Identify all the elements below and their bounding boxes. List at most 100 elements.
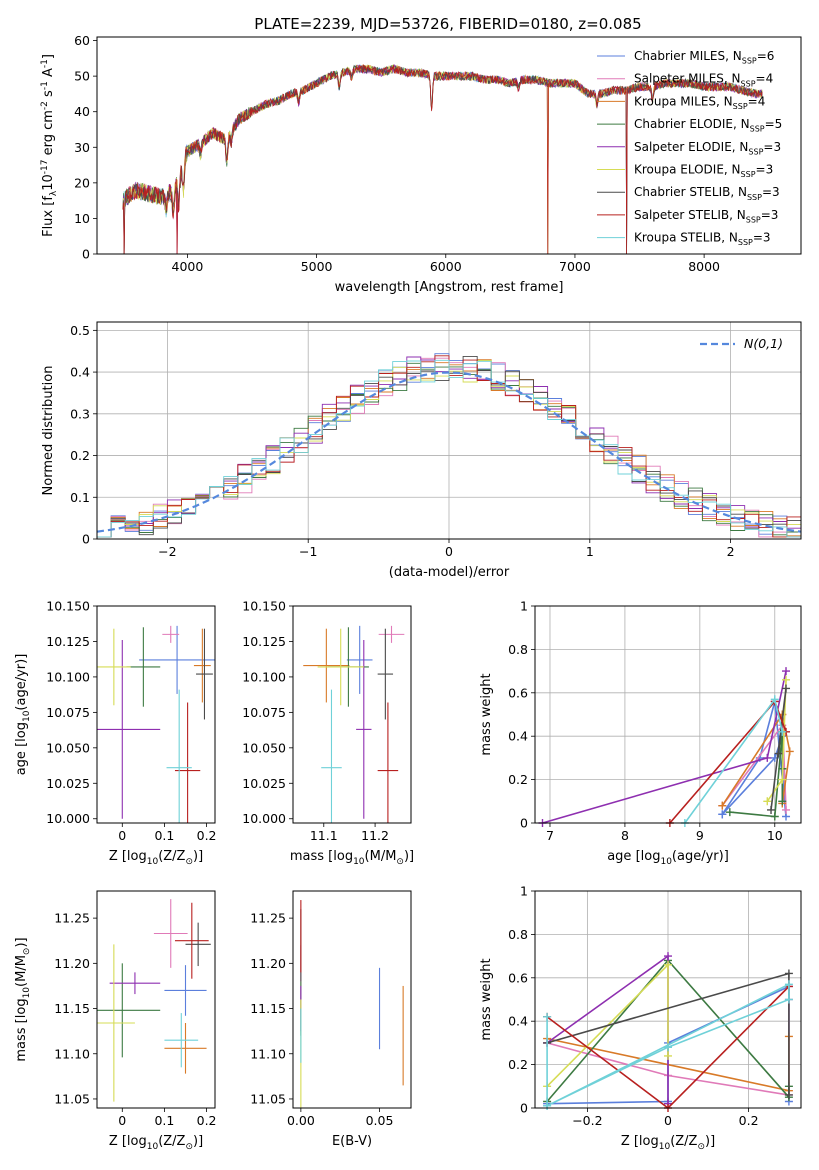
figure-title: PLATE=2239, MJD=53726, FIBERID=0180, z=0…: [254, 15, 641, 33]
age-vs-metallicity-plot: 0 0.1 0.2 10.000 10.025 10.050 10.075 10.100 10.…: [14, 599, 217, 867]
weight-marker: [725, 808, 734, 817]
weight-marker: [784, 995, 793, 1004]
x-axis-label: E(B-V): [332, 1134, 372, 1149]
axes-frame: [534, 890, 802, 1109]
y-tick-label: 10.050: [242, 740, 286, 755]
x-tick-label: 0: [664, 1113, 672, 1128]
weight-marker: [770, 695, 779, 704]
residual-histogram-plot: −2 −1 0 1 2 0 0.1 0.2 0.3 0.4 0.5 (data-model)/erro…: [41, 321, 802, 580]
legend-label: Chabrier MILES, NSSP​=6: [634, 49, 774, 66]
y-tick-label: 10.125: [46, 634, 90, 649]
y-tick-label: 11.15: [54, 1001, 90, 1016]
y-tick-label: 0.2: [508, 772, 528, 787]
y-tick-label: 11.10: [54, 1046, 90, 1061]
axes-frame: [96, 321, 802, 540]
weight-marker: [782, 684, 791, 693]
legend-label: Kroupa ELODIE, NSSP​=3: [634, 163, 773, 180]
legend-label: Kroupa MILES, NSSP​=4: [634, 94, 765, 111]
x-tick-label: 0.2: [739, 1113, 759, 1128]
age-vs-mass-plot: 11.1 11.2 10.000 10.025 10.050 10.075 10.100 10…: [242, 599, 414, 867]
y-tick-label: 0.8: [508, 927, 528, 942]
y-tick-label: 0.4: [508, 729, 528, 744]
y-tick-label: 10.000: [242, 811, 286, 826]
x-tick-label: 0: [118, 828, 126, 843]
x-tick-label: 4000: [172, 259, 204, 274]
y-tick-label: 0.8: [508, 642, 528, 657]
weight-marker: [782, 675, 791, 684]
y-tick-label: 0.6: [508, 970, 528, 985]
y-tick-label: 1: [520, 599, 528, 614]
y-axis-label: mass weight: [479, 958, 494, 1040]
weight-marker: [782, 805, 791, 814]
weight-marker: [718, 810, 727, 819]
spectrum-series-line: [122, 64, 763, 254]
x-tick-label: 5000: [301, 259, 333, 274]
y-tick-label: 50: [74, 69, 90, 84]
y-tick-label: 0.1: [70, 490, 90, 505]
weight-marker: [763, 797, 772, 806]
weight-marker: [778, 727, 787, 736]
axes-frame: [292, 890, 412, 1109]
weight-marker: [778, 797, 787, 806]
y-tick-label: 30: [74, 140, 90, 155]
weight-marker: [784, 980, 793, 989]
y-tick-label: 10.050: [46, 740, 90, 755]
y-tick-label: 11.10: [250, 1046, 286, 1061]
x-tick-label: 0.00: [287, 1113, 315, 1128]
spectrum-plot: 4000 5000 6000 7000 8000 0 10 20 30 40 50 60 wavelen…: [40, 33, 802, 295]
normal-curve: [97, 371, 801, 533]
x-tick-label: 0: [445, 544, 453, 559]
y-tick-label: 0.3: [70, 406, 90, 421]
y-tick-label: 10.100: [242, 669, 286, 684]
x-axis-label: Z [log10​(Z/Z⊙​)]: [621, 1134, 715, 1152]
x-tick-label: 1: [586, 544, 594, 559]
x-axis-label: Z [log10​(Z/Z⊙​)]: [109, 1134, 203, 1152]
y-tick-label: 40: [74, 104, 90, 119]
y-tick-label: 0.2: [508, 1057, 528, 1072]
axes-frame: [534, 605, 802, 824]
y-tick-label: 60: [74, 33, 90, 48]
x-tick-label: 11.1: [310, 828, 338, 843]
legend-label: N(0,1): [744, 336, 783, 351]
y-tick-label: 10.025: [242, 776, 286, 791]
y-tick-label: 0.2: [70, 448, 90, 463]
x-tick-label: 0.1: [154, 1113, 174, 1128]
weight-series-line: [542, 670, 787, 823]
x-tick-label: 7000: [559, 259, 591, 274]
y-tick-label: 10.075: [242, 705, 286, 720]
y-tick-label: 11.05: [54, 1091, 90, 1106]
axes-frame: [292, 605, 412, 824]
axes-frame: [96, 36, 802, 255]
weight-marker: [767, 805, 776, 814]
y-tick-label: 11.05: [250, 1091, 286, 1106]
x-tick-label: 11.2: [361, 828, 389, 843]
x-axis-label: age [log10​(age/yr)]: [607, 849, 729, 867]
weight-series-line: [546, 983, 790, 1108]
y-tick-label: 10.125: [242, 634, 286, 649]
weight-marker: [664, 952, 672, 961]
legend-label: Chabrier ELODIE, NSSP​=5: [634, 117, 782, 134]
y-tick-label: 10: [74, 211, 90, 226]
x-tick-label: −0.2: [572, 1113, 602, 1128]
y-tick-label: 0: [82, 247, 90, 262]
x-tick-label: 8: [621, 828, 629, 843]
y-tick-label: 0.6: [508, 685, 528, 700]
y-axis-label: Flux [fλ​10-17​ erg cm-2​ s-1​ A-1​]: [40, 54, 59, 237]
y-tick-label: 0.4: [70, 365, 90, 380]
weight-marker: [774, 749, 783, 758]
y-tick-label: 10.000: [46, 811, 90, 826]
weight-marker: [664, 1051, 672, 1060]
x-tick-label: 8000: [688, 259, 720, 274]
y-tick-label: 0: [520, 1101, 528, 1116]
spectrum-series-line: [122, 64, 763, 254]
weight-marker: [543, 1012, 552, 1021]
weight-marker: [664, 1043, 672, 1052]
x-tick-label: 0.2: [197, 1113, 217, 1128]
mass-vs-ebv-plot: 0.00 0.05 11.05 11.10 11.15 11.20 11.25 E(B-V): [250, 890, 412, 1149]
y-tick-label: 10.075: [46, 705, 90, 720]
x-tick-label: 6000: [430, 259, 462, 274]
weight-marker: [718, 801, 727, 810]
legend-label: Salpeter ELODIE, NSSP​=3: [634, 140, 781, 157]
legend-label: Salpeter MILES, NSSP​=4: [634, 72, 773, 89]
